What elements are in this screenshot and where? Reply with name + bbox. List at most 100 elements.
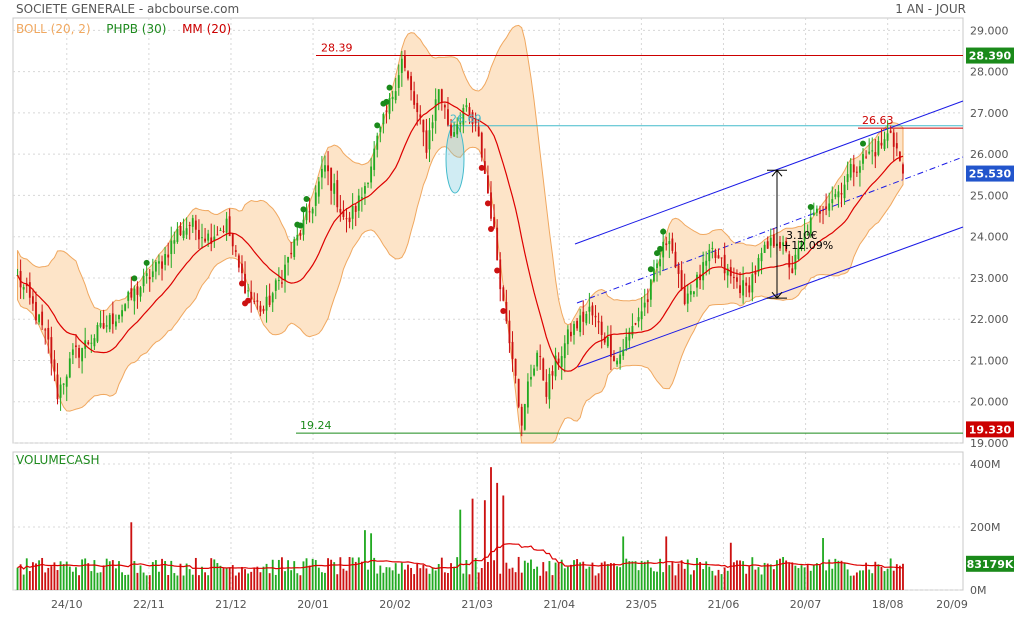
volume-average-line	[17, 543, 904, 570]
chart-title: SOCIETE GENERALE - abcbourse.com	[16, 2, 240, 16]
volume-bar	[560, 559, 563, 590]
candle-body	[364, 185, 366, 194]
volume-bar	[121, 572, 123, 590]
volume-bar	[151, 562, 154, 590]
candle-body	[862, 153, 864, 164]
candle-body	[883, 139, 886, 149]
candle-body	[268, 295, 271, 305]
volume-bar	[241, 566, 243, 590]
candle-body	[585, 313, 588, 324]
candle-body	[170, 240, 173, 255]
candle-body	[410, 76, 412, 91]
bollinger-band-area	[17, 24, 904, 444]
candle-body	[296, 234, 299, 241]
volume-bar	[785, 560, 788, 590]
volume-bar	[339, 557, 342, 590]
volume-bar	[222, 568, 225, 590]
volume-bar	[708, 566, 711, 590]
candle-body	[124, 304, 127, 311]
volume-bar	[379, 565, 382, 590]
candle-body	[154, 262, 157, 272]
candle-body	[496, 227, 499, 261]
volume-bar	[772, 569, 775, 590]
candle-body	[696, 274, 698, 288]
volume-bar	[259, 572, 262, 590]
candle-body	[557, 358, 560, 364]
candle-body	[293, 239, 296, 257]
volume-bar	[788, 562, 791, 590]
candle-body	[102, 323, 105, 329]
volume-bar	[127, 574, 130, 590]
candle-body	[726, 268, 729, 276]
volume-bar	[591, 562, 594, 590]
volume-bar	[216, 563, 219, 590]
volume-bar	[247, 573, 250, 590]
volume-bar	[717, 569, 720, 590]
volume-bar	[812, 565, 815, 590]
volume-bar	[219, 565, 222, 590]
volume-bar	[686, 559, 689, 590]
volume-bar	[582, 561, 585, 590]
volume-bar	[705, 561, 708, 590]
candle-body	[142, 275, 145, 287]
volume-bar	[653, 571, 655, 590]
candle-body	[336, 180, 339, 208]
volume-bar	[895, 564, 898, 590]
volume-bar	[133, 561, 136, 590]
volume-bar	[588, 566, 591, 590]
annotations: 28.39 19.24 26.63 26.69 3.10€+12.09% 28.390 25…	[300, 42, 1014, 572]
price-tick-label: 29.000	[970, 24, 1009, 37]
candle-body	[462, 107, 465, 125]
candle-body	[413, 91, 416, 105]
volume-bar	[668, 565, 671, 590]
volume-bar	[726, 570, 729, 590]
date-tick-label: 21/12	[215, 598, 247, 611]
candle-body	[397, 75, 400, 88]
volume-bar	[265, 563, 268, 590]
volume-bar	[173, 573, 176, 590]
candle-body	[382, 113, 385, 125]
volume-bar	[840, 560, 843, 590]
candle-body	[597, 321, 600, 323]
candle-body	[499, 259, 502, 290]
candle-body	[247, 290, 250, 292]
volume-bar	[852, 575, 855, 590]
candle-body	[705, 260, 708, 266]
volume-bar	[213, 559, 216, 590]
candle-body	[213, 236, 216, 242]
volume-bar	[659, 558, 662, 590]
candle-body	[785, 240, 788, 251]
volume-bar	[170, 560, 173, 590]
volume-bar	[68, 566, 71, 590]
candle-body	[81, 348, 84, 362]
candle-body	[902, 164, 904, 174]
legend-boll: BOLL (20, 2)	[16, 22, 91, 36]
volume-bar	[87, 563, 90, 590]
volume-bar	[44, 572, 47, 590]
date-tick-label: 20/02	[379, 598, 411, 611]
volume-bar	[225, 567, 228, 590]
candle-body	[28, 282, 31, 298]
signal-dot-high	[807, 204, 814, 211]
signal-dot-high	[131, 275, 138, 282]
volume-bar	[287, 560, 290, 590]
candle-body	[886, 133, 889, 141]
volume-tick-label: 0M	[970, 584, 987, 597]
volume-bar	[732, 562, 735, 590]
volume-bar	[689, 574, 692, 590]
candle-body	[234, 250, 237, 252]
candle-body	[96, 324, 99, 342]
candle-body	[831, 199, 834, 204]
candle-body	[330, 167, 333, 191]
volume-bar	[766, 563, 769, 590]
candle-body	[517, 378, 520, 407]
signal-dot-high	[303, 196, 310, 203]
candle-body	[723, 254, 726, 274]
volume-bar	[262, 566, 265, 590]
volume-bar	[517, 556, 520, 590]
candle-body	[400, 58, 403, 73]
candle-body	[360, 197, 363, 199]
signal-dot-high	[383, 98, 390, 105]
candle-body	[563, 343, 566, 359]
volume-bar	[59, 561, 62, 590]
